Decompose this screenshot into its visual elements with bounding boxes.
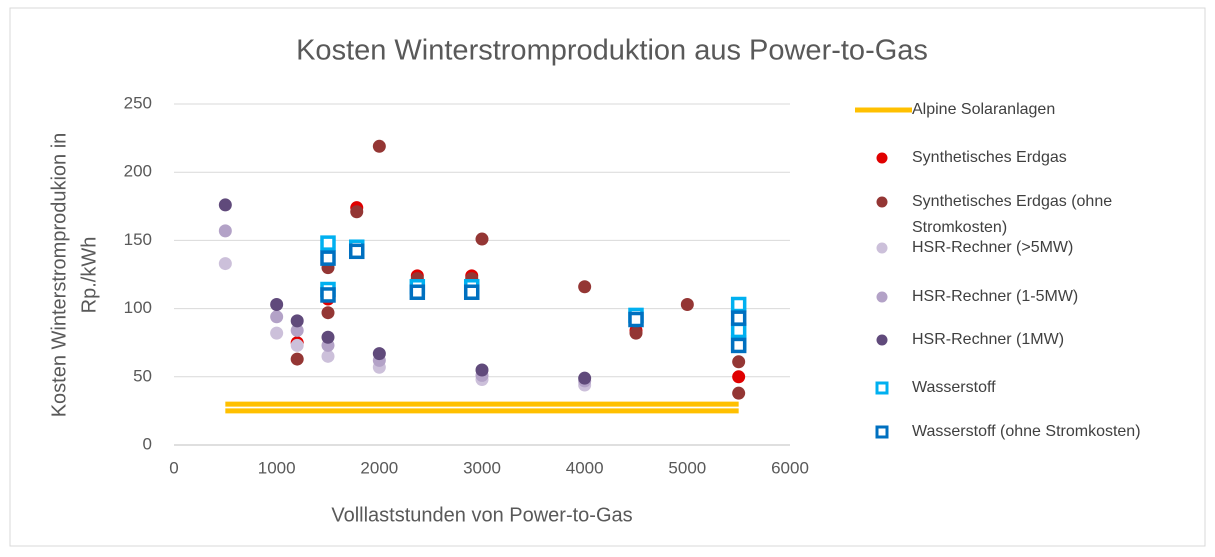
data-point bbox=[321, 306, 335, 320]
data-point bbox=[290, 323, 304, 337]
legend-label: HSR-Rechner (1MW) bbox=[912, 331, 1065, 348]
x-tick-label: 4000 bbox=[566, 458, 604, 477]
data-point bbox=[270, 326, 284, 340]
chart-frame bbox=[9, 7, 1206, 547]
data-point bbox=[321, 330, 335, 344]
x-tick-label: 1000 bbox=[258, 458, 296, 477]
data-point bbox=[578, 371, 592, 385]
data-point bbox=[218, 257, 232, 271]
data-point bbox=[348, 243, 365, 260]
data-point bbox=[270, 298, 284, 312]
legend-swatch bbox=[876, 334, 888, 346]
data-point bbox=[732, 370, 746, 384]
x-tick-label: 0 bbox=[169, 458, 178, 477]
data-point bbox=[463, 284, 480, 300]
y-axis-label-line: Kosten Winterstromprodukion in bbox=[48, 133, 70, 418]
data-point bbox=[218, 224, 232, 238]
legend-label: Wasserstoff bbox=[912, 379, 996, 396]
x-tick-label: 6000 bbox=[771, 458, 809, 477]
data-point bbox=[290, 314, 304, 328]
data-point bbox=[270, 310, 284, 324]
data-point bbox=[320, 235, 336, 251]
data-point bbox=[730, 322, 747, 339]
legend-swatch bbox=[876, 196, 888, 208]
series-line bbox=[225, 401, 739, 414]
legend-label: Alpine Solaranlagen bbox=[912, 101, 1056, 118]
legend-label: HSR-Rechner (>5MW) bbox=[912, 239, 1074, 256]
legend-label: Synthetisches Erdgas bbox=[912, 149, 1067, 166]
x-tick-label: 2000 bbox=[360, 458, 398, 477]
data-point bbox=[628, 311, 644, 328]
x-tick-label: 5000 bbox=[668, 458, 706, 477]
y-tick-label: 50 bbox=[133, 366, 152, 385]
data-point bbox=[578, 280, 592, 294]
y-tick-label: 150 bbox=[124, 230, 152, 249]
legend-swatch bbox=[875, 425, 889, 439]
data-point bbox=[321, 349, 335, 363]
data-point bbox=[350, 205, 364, 219]
data-point bbox=[372, 347, 386, 361]
data-point bbox=[290, 352, 304, 366]
data-point bbox=[409, 284, 426, 300]
y-tick-label: 250 bbox=[124, 93, 152, 112]
data-point bbox=[680, 298, 694, 312]
legend-swatch bbox=[876, 291, 888, 303]
data-point bbox=[730, 296, 747, 313]
data-point bbox=[218, 198, 232, 212]
x-tick-label: 3000 bbox=[463, 458, 501, 477]
legend-label: Wasserstoff (ohne Stromkosten) bbox=[912, 423, 1141, 440]
data-point bbox=[732, 386, 746, 400]
legend-label: Synthetisches Erdgas (ohne Stromkosten) bbox=[912, 193, 1113, 236]
data-point bbox=[732, 355, 746, 369]
data-point bbox=[629, 326, 643, 340]
y-tick-label: 0 bbox=[143, 434, 152, 453]
data-point bbox=[320, 250, 336, 266]
data-point bbox=[475, 232, 489, 246]
y-axis-label-line: Rp./kWh bbox=[78, 237, 100, 314]
data-point bbox=[320, 287, 336, 303]
y-axis-label: Kosten Winterstromprodukion in Rp./kWh bbox=[48, 133, 100, 418]
data-point bbox=[290, 338, 304, 352]
data-point bbox=[730, 310, 747, 326]
data-point bbox=[475, 363, 489, 377]
legend-swatch bbox=[876, 152, 888, 164]
legend-swatch bbox=[875, 381, 889, 395]
legend-label: HSR-Rechner (1-5MW) bbox=[912, 288, 1079, 305]
y-tick-label: 100 bbox=[124, 298, 152, 317]
x-axis-label: Volllaststunden von Power-to-Gas bbox=[331, 504, 632, 526]
legend-swatch bbox=[876, 242, 888, 254]
data-point bbox=[372, 139, 386, 153]
chart-title: Kosten Winterstromproduktion aus Power-t… bbox=[296, 35, 928, 67]
data-point bbox=[730, 337, 747, 354]
y-tick-label: 200 bbox=[124, 162, 152, 181]
